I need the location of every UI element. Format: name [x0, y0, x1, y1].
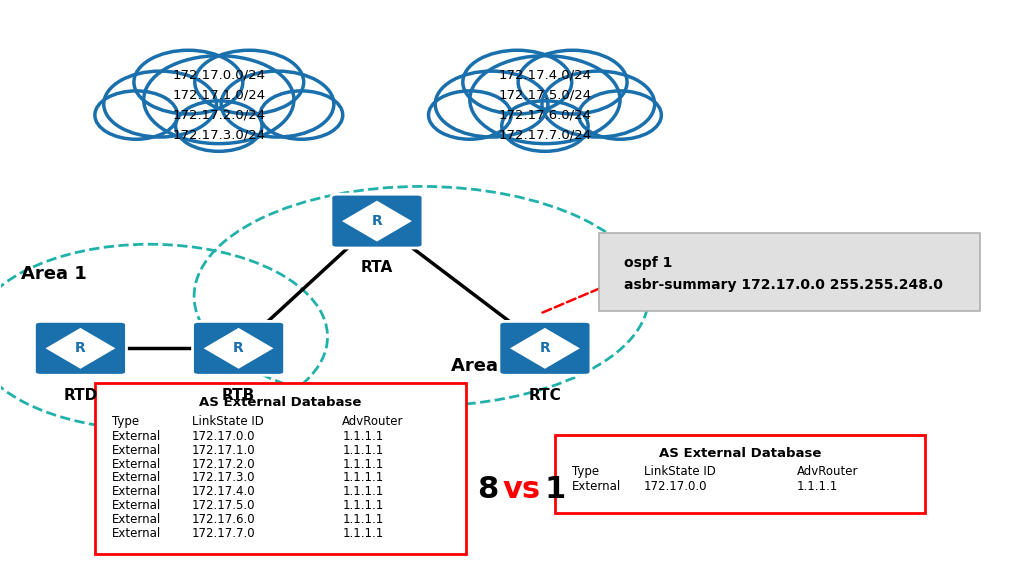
- Text: External: External: [112, 485, 161, 498]
- Text: 172.17.0.0: 172.17.0.0: [192, 430, 256, 443]
- Text: 172.17.2.0: 172.17.2.0: [192, 458, 256, 471]
- Text: 8: 8: [477, 475, 499, 504]
- Circle shape: [518, 50, 627, 114]
- Text: Area 1: Area 1: [21, 265, 87, 283]
- Text: AS External Database: AS External Database: [200, 396, 361, 410]
- Circle shape: [429, 91, 511, 139]
- Text: 172.17.0.0/24
172.17.1.0/24
172.17.2.0/24
172.17.3.0/24: 172.17.0.0/24 172.17.1.0/24 172.17.2.0/2…: [172, 69, 266, 142]
- Text: Type: Type: [112, 415, 139, 428]
- Text: vs: vs: [502, 475, 541, 504]
- Text: LinkState ID: LinkState ID: [192, 415, 264, 428]
- Text: LinkState ID: LinkState ID: [643, 465, 716, 478]
- Text: RTA: RTA: [360, 260, 393, 275]
- Text: 172.17.4.0/24
172.17.5.0/24
172.17.6.0/24
172.17.7.0/24: 172.17.4.0/24 172.17.5.0/24 172.17.6.0/2…: [499, 69, 591, 142]
- Text: External: External: [112, 444, 161, 457]
- Text: 1.1.1.1: 1.1.1.1: [342, 513, 384, 526]
- Text: 172.17.0.0: 172.17.0.0: [643, 479, 708, 493]
- Circle shape: [578, 91, 662, 139]
- Text: 172.17.7.0: 172.17.7.0: [192, 527, 256, 540]
- Text: AdvRouter: AdvRouter: [797, 465, 858, 478]
- Text: 1.1.1.1: 1.1.1.1: [797, 479, 838, 493]
- Text: 172.17.4.0: 172.17.4.0: [192, 485, 256, 498]
- Circle shape: [134, 50, 243, 114]
- Text: 172.17.5.0: 172.17.5.0: [192, 499, 256, 512]
- Text: External: External: [112, 527, 161, 540]
- Text: RTD: RTD: [63, 388, 98, 403]
- Text: 1.1.1.1: 1.1.1.1: [342, 444, 384, 457]
- Circle shape: [261, 91, 343, 139]
- Polygon shape: [202, 327, 276, 370]
- Text: Type: Type: [572, 465, 599, 478]
- Polygon shape: [340, 199, 414, 243]
- FancyBboxPatch shape: [555, 435, 925, 513]
- Text: 1.1.1.1: 1.1.1.1: [342, 430, 384, 443]
- Circle shape: [542, 71, 655, 137]
- Text: External: External: [112, 458, 161, 471]
- Circle shape: [144, 56, 294, 144]
- Text: 1.1.1.1: 1.1.1.1: [342, 485, 384, 498]
- FancyBboxPatch shape: [96, 383, 466, 554]
- Text: AS External Database: AS External Database: [659, 447, 822, 460]
- Text: 172.17.3.0: 172.17.3.0: [192, 472, 256, 485]
- Text: 172.17.6.0: 172.17.6.0: [192, 513, 256, 526]
- Text: External: External: [112, 513, 161, 526]
- Text: Area 0: Area 0: [451, 357, 517, 375]
- Circle shape: [436, 71, 548, 137]
- Circle shape: [463, 50, 572, 114]
- Text: R: R: [540, 341, 551, 356]
- Text: R: R: [372, 214, 383, 228]
- FancyBboxPatch shape: [499, 321, 590, 375]
- Text: asbr-summary 172.17.0.0 255.255.248.0: asbr-summary 172.17.0.0 255.255.248.0: [624, 278, 943, 292]
- Polygon shape: [44, 327, 117, 370]
- Text: 1.1.1.1: 1.1.1.1: [342, 472, 384, 485]
- Text: 1.1.1.1: 1.1.1.1: [342, 527, 384, 540]
- Circle shape: [221, 71, 334, 137]
- Text: 1.1.1.1: 1.1.1.1: [342, 458, 384, 471]
- Circle shape: [502, 101, 588, 151]
- Text: 172.17.1.0: 172.17.1.0: [192, 444, 256, 457]
- FancyBboxPatch shape: [35, 321, 126, 375]
- Circle shape: [470, 56, 620, 144]
- Text: 1: 1: [545, 475, 566, 504]
- Text: External: External: [112, 430, 161, 443]
- Circle shape: [104, 71, 217, 137]
- Text: R: R: [233, 341, 244, 356]
- Polygon shape: [508, 327, 582, 370]
- Text: External: External: [112, 499, 161, 512]
- FancyBboxPatch shape: [600, 232, 979, 311]
- Text: RTB: RTB: [222, 388, 256, 403]
- Text: RTC: RTC: [528, 388, 561, 403]
- Text: R: R: [75, 341, 86, 356]
- Circle shape: [95, 91, 177, 139]
- FancyBboxPatch shape: [192, 321, 285, 375]
- Text: ospf 1: ospf 1: [624, 256, 672, 270]
- Circle shape: [176, 101, 262, 151]
- FancyBboxPatch shape: [331, 194, 422, 248]
- Text: External: External: [112, 472, 161, 485]
- Text: AdvRouter: AdvRouter: [342, 415, 404, 428]
- Circle shape: [194, 50, 303, 114]
- Text: External: External: [572, 479, 621, 493]
- Text: 1.1.1.1: 1.1.1.1: [342, 499, 384, 512]
